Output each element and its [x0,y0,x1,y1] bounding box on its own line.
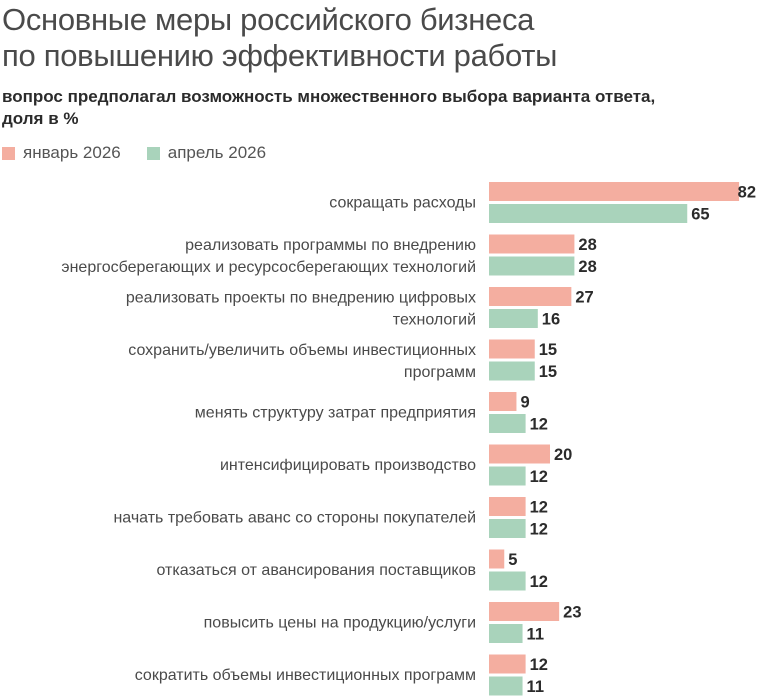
value-label-apr-1: 65 [691,206,709,224]
chart-subtitle-line-2: доля в % [2,109,79,128]
value-label-jan-1: 82 [738,184,756,202]
category-label-8: отказаться от авансирования поставщиков [157,562,477,579]
legend-label-series-2: апрель 2026 [167,143,267,162]
value-label-apr-10: 11 [527,678,544,696]
category-label-3-line-1: реализовать проекты по внедрению цифровы… [126,290,476,307]
chart-title-line-1: Основные меры российского бизнеса [2,2,535,37]
category-label-2-line-2: энергосберегающих и ресурсосберегающих т… [61,259,476,276]
bar-apr-1 [489,204,688,223]
bar-jan-10 [489,654,526,674]
bar-jan-8 [489,549,505,569]
bar-apr-10 [489,676,523,696]
bar-jan-7 [489,497,526,516]
bar-apr-3 [489,309,538,328]
category-label-4-line-1: сохранить/увеличить объемы инвестиционны… [128,342,476,359]
value-label-apr-2: 28 [578,258,596,276]
legend-item-series-1: январь 2026 [2,143,121,163]
legend-swatch-series-1 [2,146,15,160]
value-label-apr-9: 11 [527,626,544,644]
category-label-3-line-2: технологий [393,312,476,329]
value-label-apr-4: 15 [539,363,557,381]
bar-jan-5 [489,392,517,411]
value-label-jan-8: 5 [508,551,517,569]
legend: январь 2026 апрель 2026 [2,143,292,163]
bar-apr-2 [489,256,575,276]
value-label-jan-6: 20 [554,446,572,464]
bar-jan-1 [489,182,740,201]
category-label-2-line-1: реализовать программы по внедрению [185,237,476,254]
bar-apr-7 [489,519,526,538]
bar-apr-4 [489,361,535,381]
category-label-9: повысить цены на продукцию/услуги [204,615,476,632]
category-label-5: менять структуру затрат предприятия [195,405,476,422]
bar-apr-6 [489,466,526,486]
bar-apr-8 [489,571,526,591]
chart-subtitle-line-1: вопрос предполагал возможность множестве… [2,87,656,106]
value-label-jan-5: 9 [520,394,529,412]
value-label-apr-6: 12 [530,468,548,486]
bar-jan-4 [489,339,535,359]
bar-jan-2 [489,234,575,254]
bar-jan-6 [489,444,550,464]
value-label-apr-7: 12 [530,521,548,539]
value-label-jan-2: 28 [578,236,596,254]
category-label-4-line-2: программ [404,364,476,381]
value-label-apr-3: 16 [542,311,560,329]
bar-apr-5 [489,414,526,433]
legend-label-series-1: январь 2026 [23,143,121,162]
value-label-jan-3: 27 [575,289,593,307]
value-label-jan-10: 12 [530,656,548,674]
bar-apr-9 [489,624,523,643]
legend-swatch-series-2 [146,146,160,160]
value-label-apr-8: 12 [530,573,548,591]
chart-title-line-2: по повышению эффективности работы [2,38,558,73]
value-label-jan-4: 15 [539,341,557,359]
legend-item-series-2: апрель 2026 [146,143,267,163]
value-label-jan-7: 12 [530,499,548,517]
chart-subtitle: вопрос предполагал возможность множестве… [2,86,752,130]
value-label-jan-9: 23 [563,604,581,622]
chart-title: Основные меры российского бизнеса по пов… [2,2,752,74]
bar-jan-3 [489,287,572,306]
category-label-1: сокращать расходы [329,195,476,212]
category-label-7: начать требовать аванс со стороны покупа… [113,510,476,527]
category-label-10: сократить объемы инвестиционных программ [135,667,476,684]
bar-jan-9 [489,602,560,621]
value-label-apr-5: 12 [530,416,548,434]
category-label-6: интенсифицировать производство [220,457,476,474]
